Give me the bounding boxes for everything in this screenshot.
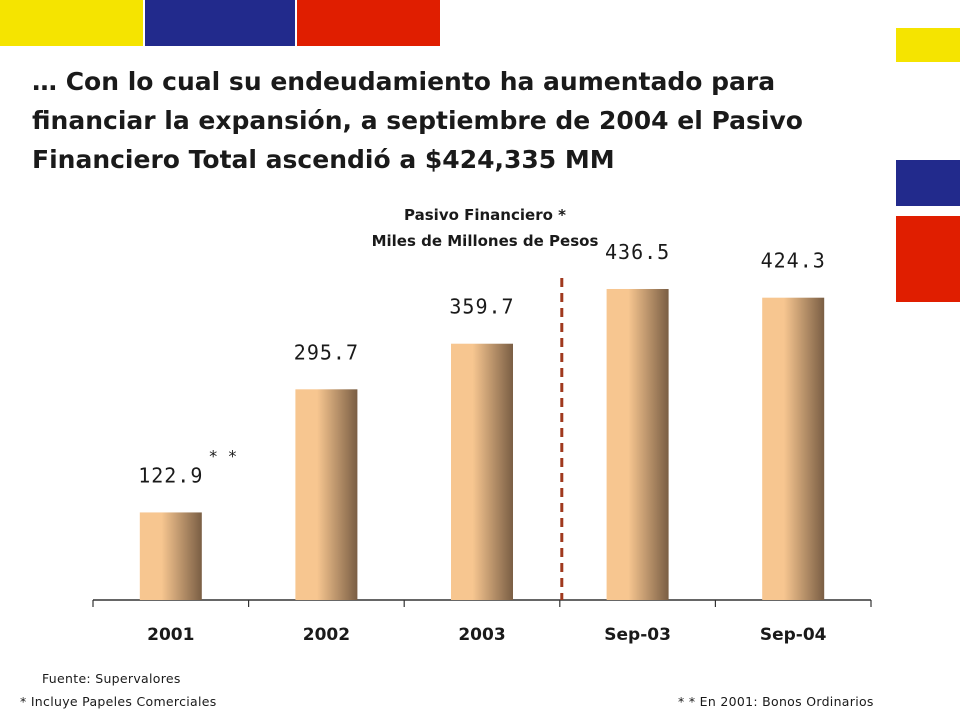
annotation-double-asterisk: * *: [208, 446, 237, 465]
chart-subtitle: Miles de Millones de Pesos: [372, 232, 599, 250]
bar-2001: [139, 512, 202, 600]
bonds-footnote: * * En 2001: Bonos Ordinarios: [678, 694, 874, 709]
source-footnote: Fuente: Supervalores: [42, 671, 181, 686]
commercial-paper-footnote: * Incluye Papeles Comerciales: [20, 694, 217, 709]
data-label-2003: 359.7: [449, 295, 514, 319]
tick-label-2002: 2002: [303, 625, 350, 645]
bar-sep-04: [762, 297, 825, 600]
tick-label-sep-03: Sep-03: [604, 625, 671, 645]
data-label-2002: 295.7: [294, 340, 359, 364]
top-band-blue: [145, 0, 295, 46]
side-tile-blue: [896, 160, 960, 206]
top-band-yellow: [0, 0, 143, 46]
chart-title: Pasivo Financiero *: [404, 206, 566, 224]
bar-chart: Pasivo Financiero * Miles de Millones de…: [92, 206, 872, 645]
side-tile-yellow: [896, 28, 960, 62]
side-tile-red: [896, 216, 960, 302]
tick-label-2001: 2001: [147, 625, 194, 645]
bar-sep-03: [606, 288, 669, 600]
top-band-red: [297, 0, 440, 46]
bar-2002: [295, 389, 358, 600]
bar-2003: [451, 343, 513, 600]
slide-headline: … Con lo cual su endeudamiento ha aument…: [32, 67, 803, 174]
data-label-2001: 122.9: [138, 463, 203, 487]
data-label-sep-04: 424.3: [761, 249, 826, 273]
data-label-sep-03: 436.5: [605, 240, 670, 264]
tick-label-2003: 2003: [458, 625, 505, 645]
tick-label-sep-04: Sep-04: [760, 625, 827, 645]
